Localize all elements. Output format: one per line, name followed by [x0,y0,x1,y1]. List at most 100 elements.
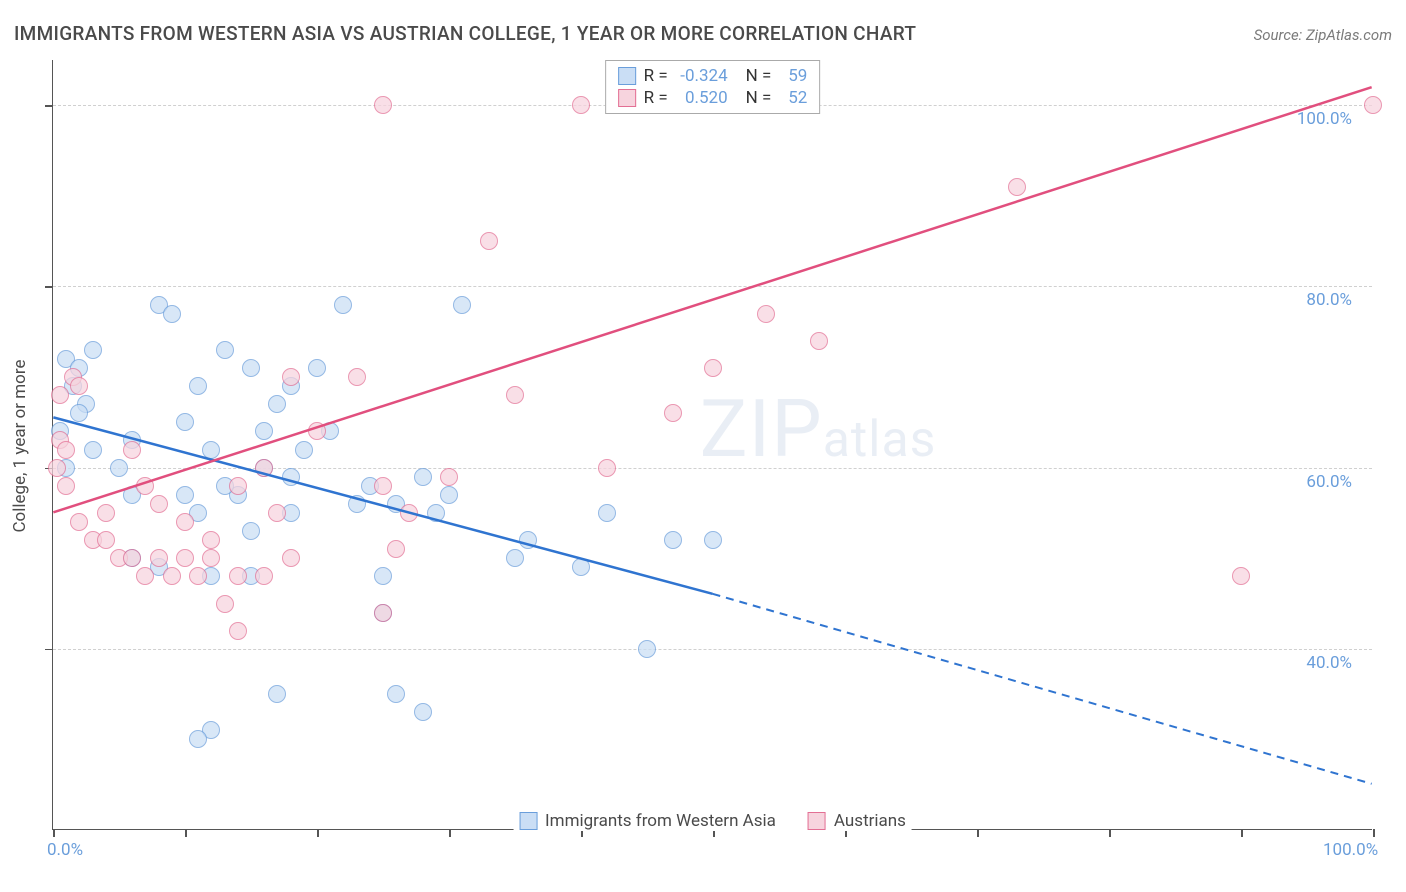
scatter-point-series-a [255,422,273,440]
scatter-point-series-a [506,549,524,567]
scatter-point-series-a [189,730,207,748]
legend-swatch [618,67,636,85]
scatter-point-series-b [57,477,75,495]
x-tick-label: 0.0% [47,840,83,860]
scatter-point-series-a [189,377,207,395]
scatter-point-series-a [427,504,445,522]
trend-line-solid [53,87,1371,512]
scatter-point-series-b [282,549,300,567]
scatter-point-series-b [216,595,234,613]
scatter-point-series-a [440,486,458,504]
y-tick-label: 60.0% [1306,472,1352,492]
scatter-point-series-a [638,640,656,658]
scatter-point-series-a [242,359,260,377]
scatter-point-series-b [70,513,88,531]
x-tick [317,829,319,837]
scatter-point-series-b [308,422,326,440]
x-tick [1373,829,1375,837]
scatter-point-series-a [334,296,352,314]
scatter-point-series-b [202,549,220,567]
scatter-point-series-b [202,531,220,549]
r-label: R = [644,66,668,86]
scatter-point-series-b [506,386,524,404]
x-tick [449,829,451,837]
scatter-point-series-b [163,567,181,585]
trend-line-dashed [713,594,1372,784]
scatter-point-series-b [704,359,722,377]
scatter-point-series-b [229,477,247,495]
watermark-sub: atlas [823,411,937,469]
chart-title: IMMIGRANTS FROM WESTERN ASIA VS AUSTRIAN… [14,22,916,45]
scatter-point-series-a [163,305,181,323]
n-value: 59 [779,66,807,86]
scatter-point-series-a [202,441,220,459]
x-tick [185,829,187,837]
scatter-point-series-a [519,531,537,549]
x-tick [1241,829,1243,837]
legend-correlation: R = -0.324 N = 59R =0.520N =52 [605,60,821,114]
scatter-point-series-a [664,531,682,549]
y-axis-title: College, 1 year or more [10,359,30,532]
grid-line [53,468,1372,469]
legend-correlation-row: R = -0.324 N = 59 [618,65,808,87]
n-label: N = [746,66,772,86]
scatter-point-series-a [295,441,313,459]
scatter-point-series-a [176,486,194,504]
scatter-point-series-b [136,567,154,585]
scatter-point-series-a [572,558,590,576]
r-value: -0.324 [676,66,728,86]
scatter-point-series-b [255,567,273,585]
trend-lines-svg [53,60,1372,829]
scatter-point-series-b [757,305,775,323]
scatter-point-series-a [282,468,300,486]
scatter-point-series-b [229,567,247,585]
scatter-point-series-a [374,567,392,585]
scatter-point-series-a [414,703,432,721]
grid-line [53,286,1372,287]
scatter-point-series-a [84,341,102,359]
scatter-point-series-b [664,404,682,422]
scatter-point-series-a [216,341,234,359]
scatter-point-series-b [70,377,88,395]
scatter-point-series-a [70,404,88,422]
legend-swatch [519,812,537,830]
scatter-point-series-a [387,685,405,703]
scatter-point-series-a [84,441,102,459]
scatter-point-series-b [268,504,286,522]
y-tick [45,105,53,107]
y-tick [45,286,53,288]
scatter-point-series-b [176,513,194,531]
scatter-point-series-b [400,504,418,522]
scatter-point-series-a [268,395,286,413]
legend-correlation-row: R =0.520N =52 [618,87,808,109]
source-attribution: Source: ZipAtlas.com [1254,26,1392,44]
legend-swatch [618,89,636,107]
watermark: ZIPatlas [700,382,937,476]
scatter-point-series-b [572,96,590,114]
y-tick [45,649,53,651]
scatter-point-series-b [176,549,194,567]
x-tick [1109,829,1111,837]
plot-area: ZIPatlas R = -0.324 N = 59R =0.520N =52 Imm… [52,60,1372,830]
scatter-point-series-b [150,495,168,513]
scatter-point-series-b [189,567,207,585]
scatter-point-series-b [440,468,458,486]
scatter-point-series-b [229,622,247,640]
scatter-point-series-b [150,549,168,567]
n-label: N = [746,88,772,108]
scatter-point-series-a [110,459,128,477]
scatter-point-series-b [810,332,828,350]
legend-series: Immigrants from Western AsiaAustrians [513,811,912,831]
scatter-point-series-b [387,540,405,558]
scatter-point-series-b [136,477,154,495]
scatter-point-series-b [51,386,69,404]
scatter-point-series-b [123,549,141,567]
scatter-point-series-b [374,477,392,495]
scatter-point-series-a [242,522,260,540]
scatter-point-series-b [1232,567,1250,585]
legend-series-item: Immigrants from Western Asia [519,811,776,831]
x-tick-label: 100.0% [1323,840,1378,860]
scatter-point-series-b [123,441,141,459]
scatter-point-series-b [97,504,115,522]
scatter-point-series-b [97,531,115,549]
